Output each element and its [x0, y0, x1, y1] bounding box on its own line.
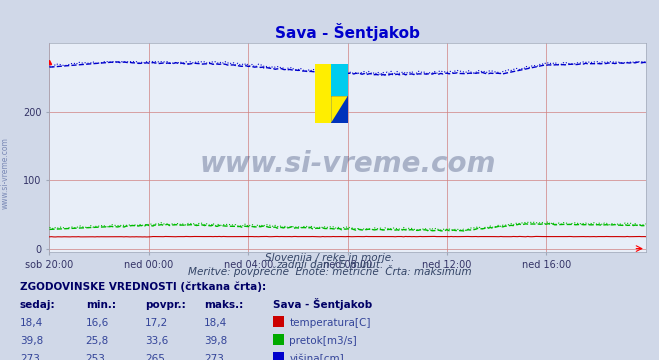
Text: 39,8: 39,8	[20, 336, 43, 346]
Text: www.si-vreme.com: www.si-vreme.com	[1, 137, 10, 209]
Text: 39,8: 39,8	[204, 336, 227, 346]
Text: temperatura[C]: temperatura[C]	[289, 318, 371, 328]
Text: zadnji dan / 5 minut.: zadnji dan / 5 minut.	[276, 260, 383, 270]
Title: Sava - Šentjakob: Sava - Šentjakob	[275, 23, 420, 41]
Text: maks.:: maks.:	[204, 300, 244, 310]
Polygon shape	[331, 96, 348, 122]
Text: pretok[m3/s]: pretok[m3/s]	[289, 336, 357, 346]
Polygon shape	[331, 64, 348, 96]
Text: višina[cm]: višina[cm]	[289, 354, 344, 360]
Text: 17,2: 17,2	[145, 318, 168, 328]
Text: 253: 253	[86, 354, 105, 360]
Text: povpr.:: povpr.:	[145, 300, 186, 310]
Text: Meritve: povprečne  Enote: metrične  Črta: maksimum: Meritve: povprečne Enote: metrične Črta:…	[188, 265, 471, 278]
Polygon shape	[331, 96, 348, 122]
Text: ZGODOVINSKE VREDNOSTI (črtkana črta):: ZGODOVINSKE VREDNOSTI (črtkana črta):	[20, 281, 266, 292]
Text: 265: 265	[145, 354, 165, 360]
Text: 33,6: 33,6	[145, 336, 168, 346]
Text: Slovenija / reke in morje.: Slovenija / reke in morje.	[265, 253, 394, 263]
Text: 18,4: 18,4	[204, 318, 227, 328]
Text: sedaj:: sedaj:	[20, 300, 55, 310]
Text: 16,6: 16,6	[86, 318, 109, 328]
Text: www.si-vreme.com: www.si-vreme.com	[200, 150, 496, 178]
Text: 273: 273	[204, 354, 224, 360]
Text: Sava - Šentjakob: Sava - Šentjakob	[273, 298, 373, 310]
Polygon shape	[315, 64, 331, 122]
Text: 25,8: 25,8	[86, 336, 109, 346]
Text: min.:: min.:	[86, 300, 116, 310]
Text: 18,4: 18,4	[20, 318, 43, 328]
Text: 273: 273	[20, 354, 40, 360]
